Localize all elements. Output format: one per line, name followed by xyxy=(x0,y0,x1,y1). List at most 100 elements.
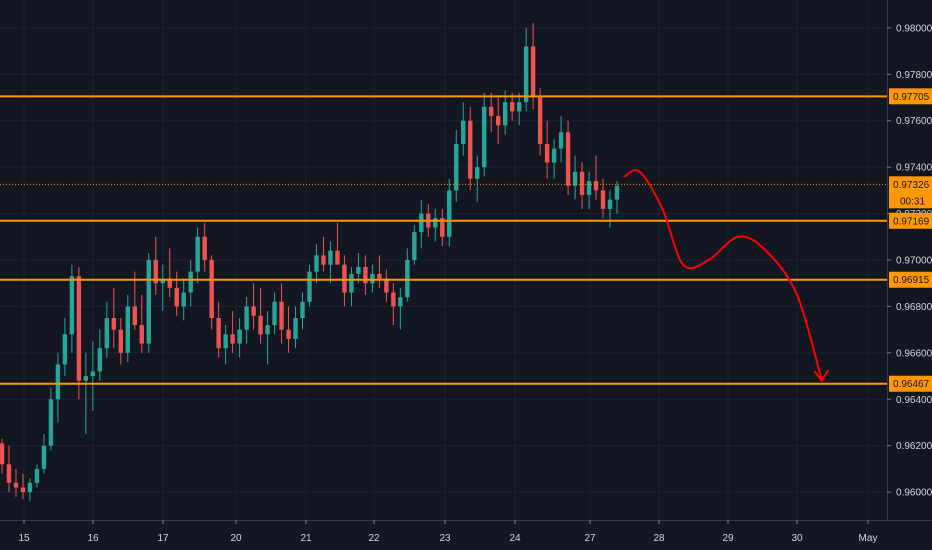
candle xyxy=(90,341,96,411)
candle xyxy=(279,283,284,344)
y-tick-label: 0.96000 xyxy=(896,488,932,499)
candle-body xyxy=(153,260,158,284)
candle-body xyxy=(104,318,110,349)
y-tick-label: 0.97800 xyxy=(896,70,932,81)
projection-arrowhead xyxy=(813,369,829,383)
projection-path xyxy=(623,169,829,383)
candle-body xyxy=(55,364,61,400)
candle-body xyxy=(495,116,501,126)
candle-body xyxy=(558,132,564,149)
level-label-bg xyxy=(889,88,932,105)
candle xyxy=(537,88,543,156)
candle-body xyxy=(300,301,305,319)
x-tick-label: 22 xyxy=(368,533,380,544)
candle-body xyxy=(482,106,487,168)
candle-body xyxy=(614,185,620,200)
candle-body xyxy=(370,273,375,284)
candle xyxy=(572,155,578,200)
candle-body xyxy=(69,276,75,335)
candle xyxy=(475,155,480,202)
y-tick-label: 0.96400 xyxy=(896,395,932,406)
candle-body xyxy=(62,334,68,365)
level-label: 0.96915 xyxy=(893,275,930,286)
x-tick-label: 21 xyxy=(300,533,312,544)
candle-body xyxy=(167,278,172,288)
candle xyxy=(328,241,333,284)
candle xyxy=(370,264,375,293)
candle xyxy=(551,139,557,179)
candle xyxy=(34,464,40,488)
x-tick-label: 16 xyxy=(87,533,99,544)
candle xyxy=(83,352,89,435)
candle xyxy=(363,255,368,295)
x-tick-label: 30 xyxy=(791,533,803,544)
candle-body xyxy=(349,273,354,293)
level-labels: 0.97705 0.97169 0.96915 0.96467 xyxy=(889,88,932,392)
candle xyxy=(216,301,221,358)
candle-body xyxy=(419,213,424,233)
candle xyxy=(202,222,207,272)
candle xyxy=(195,227,200,284)
candle-body xyxy=(447,190,452,237)
candle xyxy=(454,130,459,202)
candle-body xyxy=(342,264,347,293)
candle xyxy=(405,248,410,302)
candle xyxy=(125,294,130,363)
candle xyxy=(544,120,550,179)
x-tick-label: 17 xyxy=(157,533,169,544)
candle xyxy=(132,271,137,330)
x-tick-label: 24 xyxy=(509,533,521,544)
x-tick-label: 27 xyxy=(584,533,596,544)
candle xyxy=(139,294,144,353)
candle xyxy=(377,255,382,288)
current-price-countdown: 00:31 xyxy=(900,196,925,207)
candle-body xyxy=(398,297,403,307)
candle-body xyxy=(174,287,179,307)
time-axis[interactable]: 15 16 17 20 21 22 23 24 27 28 29 30 May xyxy=(18,520,877,544)
candle xyxy=(412,225,417,265)
candle-body xyxy=(509,102,515,112)
candle-body xyxy=(202,236,207,260)
candle-body xyxy=(230,334,235,344)
current-price-value: 0.97326 xyxy=(893,180,930,191)
candle xyxy=(97,329,103,381)
candle-body xyxy=(516,102,522,112)
candle xyxy=(230,311,235,353)
candle xyxy=(286,306,291,353)
candle-body xyxy=(544,143,550,163)
candle xyxy=(153,236,158,295)
y-tick-label: 0.97000 xyxy=(896,256,932,267)
candle xyxy=(13,468,19,497)
candle-body xyxy=(363,266,368,284)
candle xyxy=(6,445,12,493)
y-tick-label: 0.96600 xyxy=(896,348,932,359)
x-tick-label: 28 xyxy=(653,533,665,544)
candle xyxy=(391,283,396,325)
candle xyxy=(516,92,522,126)
candle xyxy=(356,253,361,284)
candle xyxy=(62,318,68,377)
candle xyxy=(300,292,305,330)
candle xyxy=(349,266,354,307)
candle-body xyxy=(335,250,340,265)
candle-body xyxy=(356,266,361,274)
candle-body xyxy=(537,97,543,144)
candle xyxy=(342,255,347,307)
candle-body xyxy=(13,482,19,488)
candle xyxy=(419,199,424,249)
candle-body xyxy=(551,148,557,163)
candle xyxy=(0,438,5,474)
candle xyxy=(600,178,606,219)
candle xyxy=(502,90,508,135)
candle xyxy=(223,325,228,365)
candle-body xyxy=(468,120,473,179)
candle xyxy=(335,222,340,265)
candle xyxy=(55,352,61,423)
projection-curve[interactable] xyxy=(623,169,823,382)
candle xyxy=(118,318,124,365)
candle xyxy=(167,248,172,298)
candle xyxy=(586,171,592,209)
level-label: 0.96467 xyxy=(893,379,930,390)
